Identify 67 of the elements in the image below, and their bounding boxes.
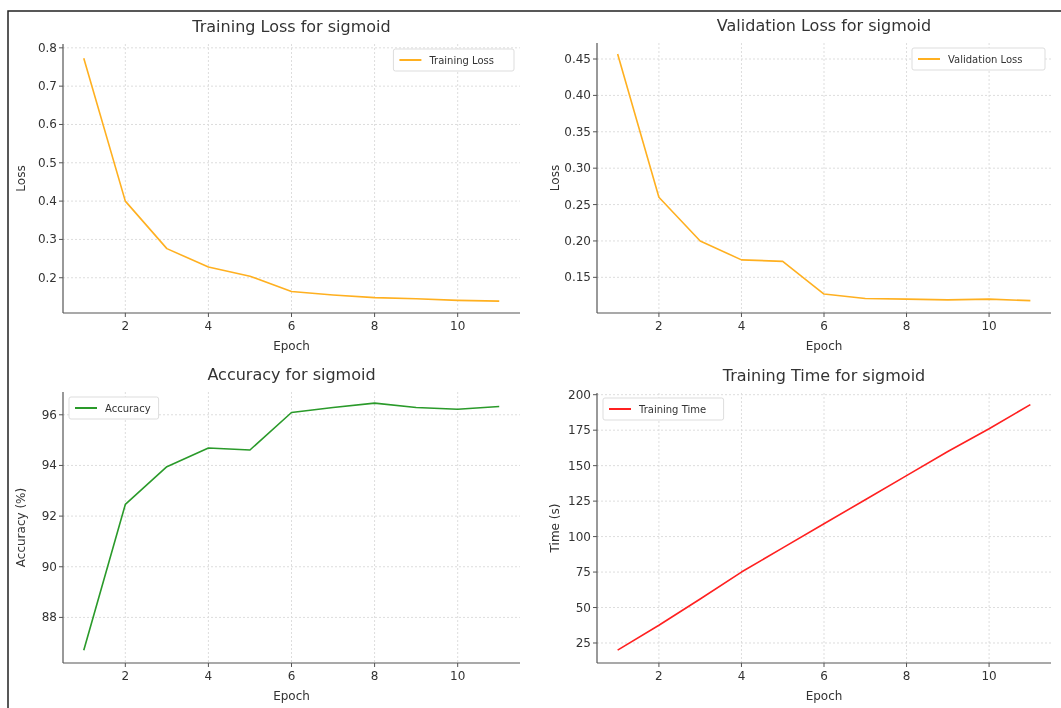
y-tick-label: 125: [568, 494, 591, 509]
y-tick-label: 0.8: [37, 40, 57, 55]
x-tick-label: 6: [287, 669, 296, 683]
chart-title: Validation Loss for sigmoid: [716, 16, 932, 35]
x-tick-label: 6: [820, 669, 828, 683]
y-tick-label: 88: [41, 610, 57, 625]
y-axis-title: Accuracy (%): [14, 487, 28, 568]
x-axis-title: Epoch: [805, 339, 843, 353]
chart-title: Accuracy for sigmoid: [207, 365, 376, 384]
legend-label: Accuracy: [105, 403, 151, 414]
x-axis-title: Epoch: [273, 339, 310, 353]
y-tick-label: 0.4: [37, 194, 57, 209]
x-tick-label: 4: [204, 669, 213, 683]
y-tick-label: 100: [568, 529, 591, 544]
x-tick-label: 2: [121, 669, 130, 683]
x-tick-label: 8: [902, 319, 911, 333]
x-tick-label: 10: [981, 319, 997, 333]
y-axis-title: Loss: [14, 165, 28, 192]
chart-title: Training Time for sigmoid: [721, 366, 926, 385]
y-tick-label: 75: [575, 565, 591, 580]
x-tick-label: 8: [902, 669, 911, 683]
y-tick-label: 0.35: [564, 124, 591, 139]
x-tick-label: 10: [450, 669, 466, 683]
y-tick-label: 0.15: [564, 270, 591, 285]
x-tick-label: 2: [655, 319, 663, 333]
x-tick-label: 6: [287, 319, 296, 333]
x-tick-label: 10: [450, 319, 466, 333]
y-tick-label: 0.25: [564, 197, 591, 212]
y-axis-title: Time (s): [548, 503, 562, 554]
x-tick-label: 10: [981, 669, 997, 683]
y-tick-label: 175: [568, 423, 591, 438]
y-tick-label: 0.45: [564, 52, 591, 67]
line-series: [616, 53, 1032, 302]
legend-label: Training Time: [638, 404, 707, 415]
x-axis-title: Epoch: [805, 689, 843, 703]
y-tick-label: 0.6: [37, 117, 57, 132]
y-tick-label: 0.2: [37, 270, 57, 285]
y-tick-label: 0.30: [564, 161, 591, 176]
x-tick-label: 4: [737, 669, 746, 683]
x-axis-title: Epoch: [273, 689, 310, 703]
y-tick-label: 0.7: [37, 79, 57, 94]
y-tick-label: 94: [41, 458, 57, 473]
x-tick-label: 6: [820, 319, 828, 333]
x-tick-label: 2: [655, 669, 663, 683]
y-tick-label: 0.20: [564, 233, 591, 248]
y-tick-label: 25: [575, 635, 591, 650]
chart-title: Training Loss for sigmoid: [191, 17, 391, 36]
y-tick-label: 50: [575, 600, 591, 615]
y-axis-title: Loss: [548, 164, 562, 192]
y-tick-label: 96: [41, 407, 57, 422]
x-tick-label: 4: [737, 319, 746, 333]
x-tick-label: 8: [370, 319, 379, 333]
y-tick-label: 90: [41, 559, 57, 574]
line-series: [616, 403, 1032, 651]
legend-label: Training Loss: [428, 55, 494, 66]
x-tick-label: 8: [370, 669, 379, 683]
y-tick-label: 0.5: [37, 155, 57, 170]
y-tick-label: 0.3: [37, 232, 57, 247]
y-tick-label: 200: [568, 387, 591, 402]
y-tick-label: 92: [41, 509, 57, 524]
y-tick-label: 0.40: [564, 88, 591, 103]
legend-label: Validation Loss: [948, 54, 1023, 65]
line-series: [82, 57, 501, 302]
x-tick-label: 4: [204, 319, 213, 333]
x-tick-label: 2: [121, 319, 130, 333]
y-tick-label: 150: [568, 458, 591, 473]
line-series: [82, 402, 501, 652]
